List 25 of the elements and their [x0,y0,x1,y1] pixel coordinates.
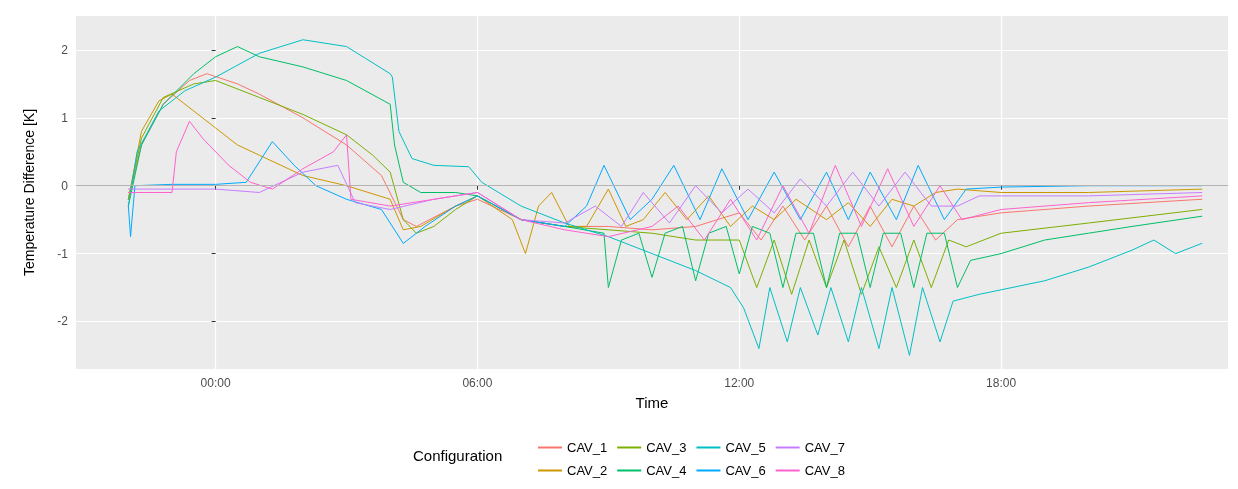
legend-label: CAV_4 [646,463,687,478]
y-tick-label: -1 [57,246,69,261]
x-tick-label: 00:00 [200,376,231,390]
y-tick-label: 0 [61,178,69,193]
legend-label: CAV_8 [804,463,845,478]
legend-label: CAV_2 [567,463,608,478]
legend-label: CAV_5 [725,440,766,455]
line-series [127,164,1203,227]
y-tick-label: 2 [61,42,69,57]
y-axis-title: Temperature Difference [K] [21,108,37,277]
legend-label: CAV_3 [646,440,687,455]
legend-label: CAV_1 [567,440,608,455]
y-tick-label: 1 [61,110,69,125]
legend-label: CAV_6 [725,463,766,478]
line-series [127,79,1203,295]
x-axis-title: Time [635,394,669,411]
line-series [127,120,1203,241]
x-tick-label: 06:00 [462,376,493,390]
x-tick-label: 18:00 [986,376,1017,390]
line-series [127,46,1203,289]
legend-title: Configuration [413,447,503,464]
legend-label: CAV_7 [804,440,845,455]
line-series [127,39,1203,356]
y-tick-label: -2 [57,314,69,329]
x-tick-label: 12:00 [724,376,755,390]
